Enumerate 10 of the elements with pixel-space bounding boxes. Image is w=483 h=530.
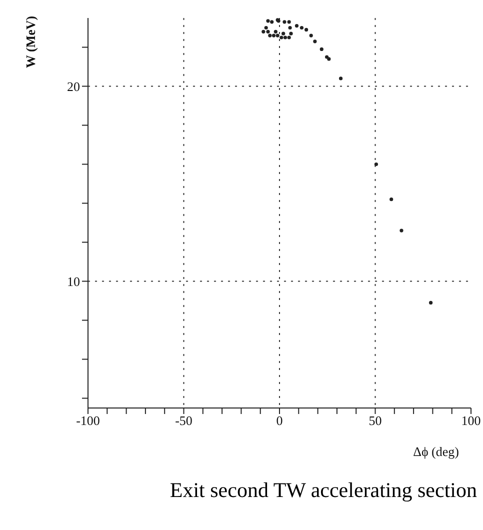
x-axis-title: Δϕ (deg) xyxy=(413,444,459,459)
text: Exit second TW accelerating section xyxy=(168,478,478,503)
y-tick-label: 20 xyxy=(67,78,80,94)
x-tick-label: -50 xyxy=(175,413,192,428)
y-tick-label: 10 xyxy=(67,274,80,289)
y-axis-title: W (MeV) xyxy=(23,16,38,68)
x-tick-label: -100 xyxy=(76,413,100,428)
x-tick-label: 0 xyxy=(276,413,283,428)
x-tick-label: 50 xyxy=(368,413,382,428)
x-tick-label: 100 xyxy=(461,413,481,428)
